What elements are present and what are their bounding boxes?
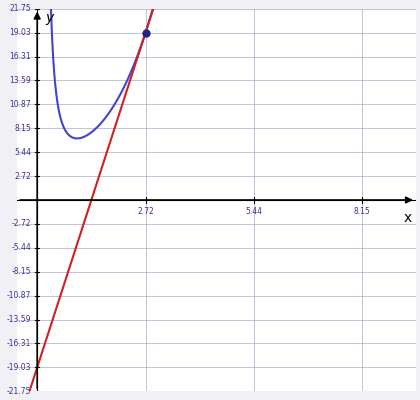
Text: -19.03: -19.03 — [7, 363, 31, 372]
Text: -10.87: -10.87 — [7, 291, 31, 300]
Text: -13.59: -13.59 — [7, 315, 31, 324]
Text: 5.44: 5.44 — [246, 207, 262, 216]
Text: 8.15: 8.15 — [354, 207, 370, 216]
Text: 8.15: 8.15 — [14, 124, 31, 133]
Text: 21.75: 21.75 — [10, 4, 31, 13]
Text: 2.72: 2.72 — [14, 172, 31, 180]
Text: 2.72: 2.72 — [137, 207, 154, 216]
Text: -8.15: -8.15 — [12, 267, 31, 276]
Text: 5.44: 5.44 — [14, 148, 31, 157]
Text: -21.75: -21.75 — [7, 387, 31, 396]
Text: 19.03: 19.03 — [10, 28, 31, 37]
Text: -5.44: -5.44 — [11, 243, 31, 252]
Text: 10.87: 10.87 — [10, 100, 31, 109]
Text: -2.72: -2.72 — [12, 220, 31, 228]
Text: -16.31: -16.31 — [7, 339, 31, 348]
Text: 16.31: 16.31 — [10, 52, 31, 61]
Text: y: y — [45, 11, 53, 25]
Text: 13.59: 13.59 — [10, 76, 31, 85]
Text: x: x — [404, 210, 412, 224]
